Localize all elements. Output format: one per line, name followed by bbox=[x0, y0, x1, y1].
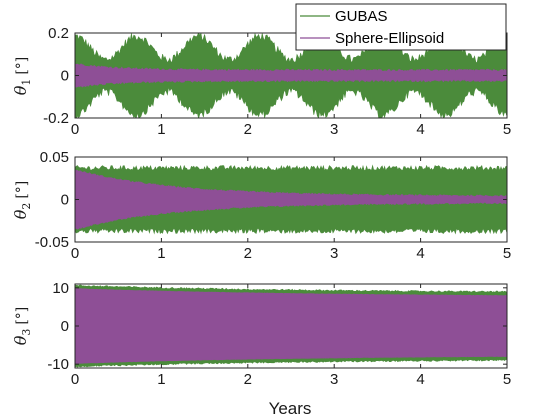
series-sphere-ellipsoid-band bbox=[75, 288, 507, 364]
x-tick-label: 3 bbox=[330, 371, 338, 388]
x-tick-label: 1 bbox=[157, 371, 165, 388]
series-sphere-ellipsoid-band bbox=[75, 63, 507, 88]
panel-theta3-plot-area bbox=[75, 284, 507, 368]
x-tick-label: 0 bbox=[71, 121, 79, 138]
panel-theta3-ylabel-subscript: 3 bbox=[20, 329, 33, 336]
panel-theta2-plot-area bbox=[75, 164, 507, 235]
panel-theta3-ylabel-unit: [°] bbox=[14, 307, 30, 325]
x-tick-label: 1 bbox=[157, 121, 165, 138]
panel-theta2-ylabel: θ2 [°] bbox=[11, 181, 33, 220]
panel-theta1-ylabel-subscript: 1 bbox=[20, 79, 33, 86]
panel-theta3-ylabel: θ3 [°] bbox=[11, 307, 33, 346]
x-tick-label: 2 bbox=[244, 121, 252, 138]
panel-theta1-ylabel-unit: [°] bbox=[14, 57, 30, 75]
y-tick-label: 0 bbox=[61, 192, 69, 209]
x-tick-label: 4 bbox=[416, 371, 424, 388]
legend-label-sphere-ellipsoid: Sphere-Ellipsoid bbox=[335, 30, 444, 47]
x-tick-label: 0 bbox=[71, 245, 79, 262]
x-tick-label: 2 bbox=[244, 371, 252, 388]
panel-theta2-axes: 0 1 2 3 4 50.050-0.05 bbox=[35, 149, 511, 262]
legend-box bbox=[295, 3, 507, 51]
y-tick-label: 0.2 bbox=[48, 25, 69, 42]
panel-theta1-axes: 0 1 2 3 4 50.20-0.2 bbox=[43, 25, 511, 138]
panel-theta2-ylabel-unit: [°] bbox=[14, 181, 30, 199]
x-tick-label: 2 bbox=[244, 245, 252, 262]
legend-label-gubas: GUBAS bbox=[335, 8, 388, 25]
panel-theta2-ylabel-symbol: θ bbox=[11, 209, 30, 219]
y-tick-label: 10 bbox=[52, 280, 69, 297]
legend: GUBAS Sphere-Ellipsoid bbox=[295, 3, 507, 51]
panel-theta2: 0 1 2 3 4 50.050-0.05 θ2[°] bbox=[11, 149, 511, 262]
x-tick-label: 3 bbox=[330, 121, 338, 138]
panel-theta1-ylabel-symbol: θ bbox=[11, 85, 30, 95]
x-tick-label: 4 bbox=[416, 245, 424, 262]
y-tick-label: -0.05 bbox=[35, 234, 69, 251]
x-tick-label: 5 bbox=[503, 245, 511, 262]
x-tick-label: 5 bbox=[503, 371, 511, 388]
panel-theta1-ylabel: θ1 [°] bbox=[11, 57, 33, 96]
panel-theta1-plot-area bbox=[75, 33, 507, 118]
x-tick-label: 3 bbox=[330, 245, 338, 262]
panel-theta2-ylabel-subscript: 2 bbox=[20, 203, 33, 210]
y-tick-label: -0.2 bbox=[43, 110, 69, 127]
y-tick-label: 0.05 bbox=[40, 149, 69, 166]
x-tick-label: 4 bbox=[416, 121, 424, 138]
x-tick-label: 5 bbox=[503, 121, 511, 138]
x-tick-label: 1 bbox=[157, 245, 165, 262]
y-tick-label: 0 bbox=[61, 318, 69, 335]
y-tick-label: 0 bbox=[61, 68, 69, 85]
panel-theta3-ylabel-symbol: θ bbox=[11, 335, 30, 345]
x-axis-label: Years bbox=[269, 399, 312, 418]
y-tick-label: -10 bbox=[47, 356, 69, 373]
series-sphere-ellipsoid-band bbox=[75, 169, 507, 230]
x-tick-label: 0 bbox=[71, 371, 79, 388]
